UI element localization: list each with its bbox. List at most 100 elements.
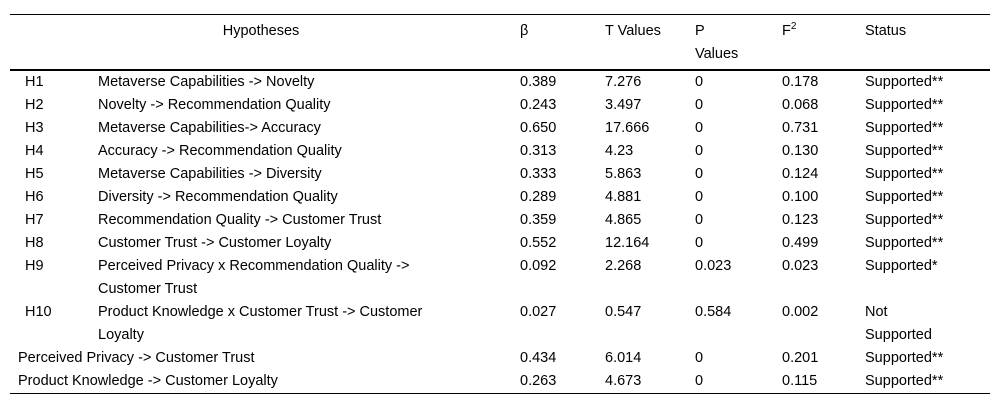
table-row-perceived-privacy: Perceived Privacy -> Customer Trust 0.43… — [10, 347, 990, 370]
table-row-h2: H2 Novelty -> Recommendation Quality 0.2… — [10, 94, 990, 117]
hypothesis-text: Novelty -> Recommendation Quality — [98, 97, 331, 113]
beta-value: 0.359 — [520, 212, 557, 228]
t-value: 7.276 — [605, 74, 642, 90]
hypothesis-text: Product Knowledge -> Customer Loyalty — [18, 373, 278, 389]
hypothesis-id: H6 — [25, 189, 44, 205]
status-value: Supported** — [865, 189, 944, 205]
hypothesis-id: H4 — [25, 143, 44, 159]
beta-value: 0.027 — [520, 304, 557, 320]
hypothesis-text: Diversity -> Recommendation Quality — [98, 189, 338, 205]
hypothesis-id: H3 — [25, 120, 44, 136]
column-header-p-values: P Values — [695, 23, 739, 62]
p-value: 0 — [695, 143, 704, 159]
beta-value: 0.243 — [520, 97, 557, 113]
beta-value: 0.552 — [520, 235, 557, 251]
t-value: 4.673 — [605, 373, 642, 389]
table-row-h8: H8 Customer Trust -> Customer Loyalty 0.… — [10, 232, 990, 255]
column-header-beta: β — [520, 23, 529, 39]
status-value: Supported* — [865, 258, 938, 274]
table-row-h5: H5 Metaverse Capabilities -> Diversity 0… — [10, 163, 990, 186]
beta-value: 0.289 — [520, 189, 557, 205]
beta-value: 0.650 — [520, 120, 557, 136]
t-value: 4.881 — [605, 189, 642, 205]
hypothesis-text: Accuracy -> Recommendation Quality — [98, 143, 342, 159]
p-value: 0.584 — [695, 304, 732, 320]
hypothesis-id: H9 — [25, 258, 44, 274]
f2-value: 0.068 — [782, 97, 819, 113]
f2-value: 0.178 — [782, 74, 819, 90]
p-value: 0 — [695, 235, 704, 251]
table-row-h10: H10 Product Knowledge x Customer Trust -… — [10, 301, 990, 347]
f2-value: 0.100 — [782, 189, 819, 205]
hypotheses-results-table: Hypotheses β T Values P Values F2 Status… — [10, 14, 991, 394]
hypothesis-text: Perceived Privacy x Recommendation Quali… — [98, 258, 410, 297]
p-value: 0 — [695, 74, 704, 90]
f2-superscript: 2 — [790, 21, 797, 33]
table-row-h3: H3 Metaverse Capabilities-> Accuracy 0.6… — [10, 117, 990, 140]
column-header-hypotheses: Hypotheses — [222, 23, 300, 39]
header-row: Hypotheses β T Values P Values F2 Status — [10, 15, 991, 71]
hypothesis-id: H2 — [25, 97, 44, 113]
hypothesis-id: H7 — [25, 212, 44, 228]
table-row-product-knowledge: Product Knowledge -> Customer Loyalty 0.… — [10, 370, 990, 394]
beta-value: 0.092 — [520, 258, 557, 274]
beta-value: 0.434 — [520, 350, 557, 366]
t-value: 4.865 — [605, 212, 642, 228]
column-header-status: Status — [865, 23, 907, 39]
p-value: 0 — [695, 166, 704, 182]
t-value: 12.164 — [605, 235, 650, 251]
t-value: 5.863 — [605, 166, 642, 182]
p-value: 0.023 — [695, 258, 732, 274]
hypothesis-text: Recommendation Quality -> Customer Trust — [98, 212, 382, 228]
hypothesis-id: H8 — [25, 235, 44, 251]
p-value: 0 — [695, 373, 704, 389]
hypothesis-text: Customer Trust -> Customer Loyalty — [98, 235, 332, 251]
f2-value: 0.115 — [782, 373, 818, 389]
f2-value: 0.002 — [782, 304, 819, 320]
t-value: 6.014 — [605, 350, 642, 366]
p-value: 0 — [695, 97, 704, 113]
column-header-f2: F2 — [774, 15, 857, 71]
beta-value: 0.333 — [520, 166, 557, 182]
status-value: Supported** — [865, 373, 944, 389]
p-value: 0 — [695, 189, 704, 205]
status-value: Not Supported — [865, 304, 932, 343]
t-value: 4.23 — [605, 143, 634, 159]
status-value: Supported** — [865, 166, 944, 182]
hypothesis-text: Metaverse Capabilities -> Diversity — [98, 166, 322, 182]
f2-value: 0.731 — [782, 120, 819, 136]
p-value: 0 — [695, 212, 704, 228]
status-value: Supported** — [865, 212, 944, 228]
hypothesis-id: H5 — [25, 166, 44, 182]
f2-value: 0.123 — [782, 212, 819, 228]
table-row-h4: H4 Accuracy -> Recommendation Quality 0.… — [10, 140, 990, 163]
column-header-t-values: T Values — [605, 23, 661, 39]
status-value: Supported** — [865, 235, 944, 251]
t-value: 0.547 — [605, 304, 642, 320]
hypothesis-id: H10 — [25, 304, 52, 320]
table-row-h1: H1 Metaverse Capabilities -> Novelty 0.3… — [10, 70, 990, 94]
status-value: Supported** — [865, 74, 944, 90]
f2-value: 0.201 — [782, 350, 819, 366]
table-row-h7: H7 Recommendation Quality -> Customer Tr… — [10, 209, 990, 232]
beta-value: 0.389 — [520, 74, 557, 90]
table-row-h9: H9 Perceived Privacy x Recommendation Qu… — [10, 255, 990, 301]
hypothesis-id: H1 — [25, 74, 44, 90]
status-value: Supported** — [865, 97, 944, 113]
beta-value: 0.313 — [520, 143, 557, 159]
f2-value: 0.124 — [782, 166, 819, 182]
status-value: Supported** — [865, 120, 944, 136]
beta-value: 0.263 — [520, 373, 557, 389]
t-value: 17.666 — [605, 120, 650, 136]
p-value: 0 — [695, 350, 704, 366]
f2-value: 0.023 — [782, 258, 819, 274]
p-value: 0 — [695, 120, 704, 136]
hypothesis-text: Metaverse Capabilities -> Novelty — [98, 74, 315, 90]
hypothesis-text: Product Knowledge x Customer Trust -> Cu… — [98, 304, 423, 343]
status-value: Supported** — [865, 143, 944, 159]
hypothesis-text: Metaverse Capabilities-> Accuracy — [98, 120, 321, 136]
table-row-h6: H6 Diversity -> Recommendation Quality 0… — [10, 186, 990, 209]
f2-value: 0.130 — [782, 143, 819, 159]
f2-base: F — [782, 23, 791, 39]
